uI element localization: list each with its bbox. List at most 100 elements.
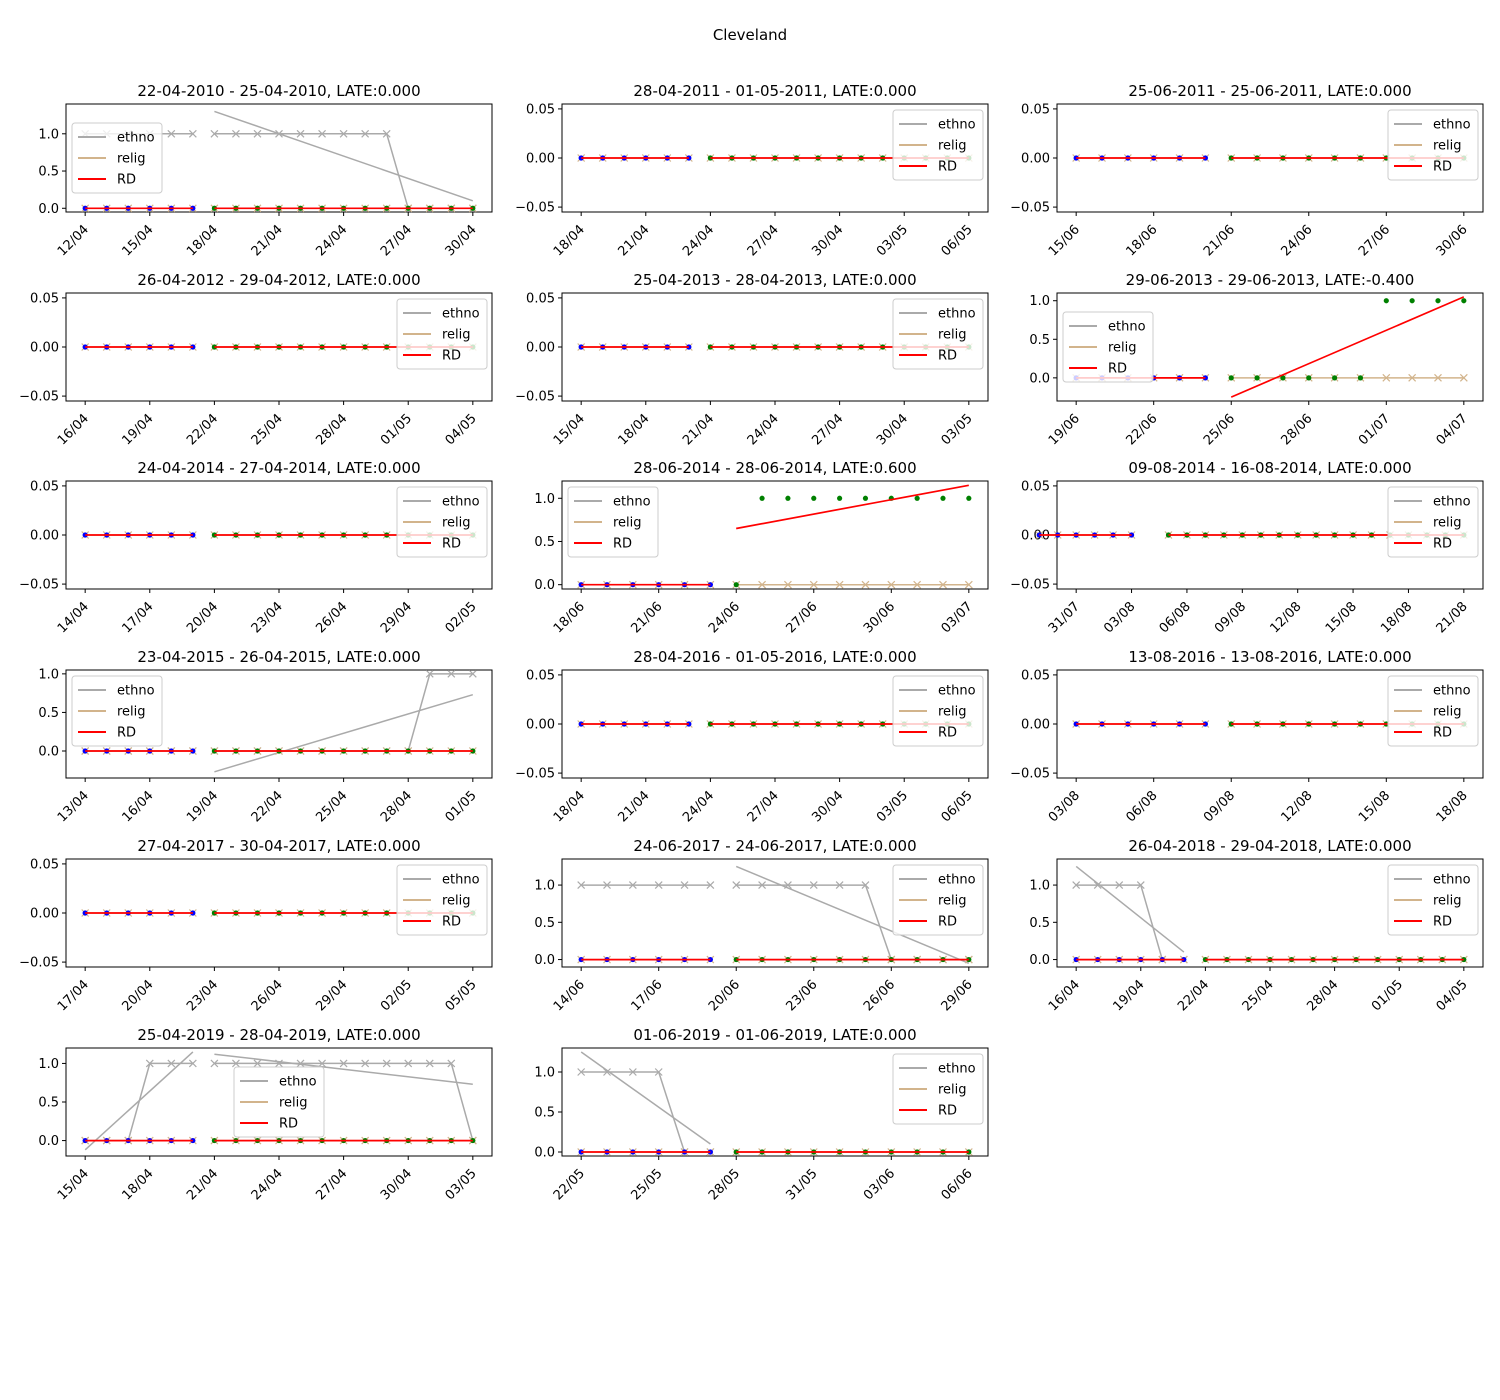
ethno-marker bbox=[1136, 881, 1145, 889]
x-tick-label: 04/05 bbox=[1434, 977, 1471, 1014]
ethno-line-post bbox=[214, 133, 473, 210]
legend-label: relig bbox=[117, 705, 146, 720]
ethno-marker bbox=[1093, 881, 1102, 889]
ethno-marker bbox=[706, 881, 715, 889]
x-tick-label: 03/05 bbox=[443, 1166, 480, 1203]
y-tick-label: 0.05 bbox=[1021, 102, 1050, 117]
legend-label: ethno bbox=[1433, 495, 1471, 510]
ethno-marker bbox=[861, 881, 870, 889]
post-period-point bbox=[1332, 375, 1338, 381]
x-tick-label: 21/04 bbox=[249, 222, 286, 259]
ethno-fit-line bbox=[214, 693, 474, 773]
legend: ethno relig RD bbox=[1062, 311, 1154, 383]
y-tick-label: 0.00 bbox=[1021, 152, 1050, 167]
legend-label: ethno bbox=[442, 873, 480, 888]
y-tick-label: 0.5 bbox=[38, 1096, 59, 1111]
legend-label: relig bbox=[442, 894, 471, 909]
legend-label: ethno bbox=[1433, 118, 1471, 133]
ethno-marker bbox=[447, 669, 456, 678]
x-tick-label: 19/04 bbox=[184, 788, 221, 825]
y-tick-label: 0.0 bbox=[534, 578, 555, 593]
ethno-marker bbox=[468, 669, 477, 678]
x-tick-label: 18/08 bbox=[1434, 788, 1471, 825]
legend-label: RD bbox=[938, 160, 957, 175]
y-tick-label: −0.05 bbox=[19, 956, 59, 971]
pre-period-point bbox=[578, 582, 584, 588]
x-tick-label: 03/05 bbox=[939, 411, 976, 448]
subplot: 25-04-2019 - 28-04-2019, LATE:0.000 15/04… bbox=[38, 1026, 493, 1203]
y-tick-label: 1.0 bbox=[1029, 294, 1050, 309]
x-tick-label: 15/04 bbox=[551, 411, 588, 448]
y-tick-label: 0.05 bbox=[30, 857, 59, 872]
relig-marker bbox=[783, 580, 792, 589]
x-tick-label: 26/04 bbox=[249, 977, 286, 1014]
rd-line-post bbox=[1230, 296, 1465, 398]
ethno-marker bbox=[628, 881, 637, 889]
legend-label: RD bbox=[1433, 537, 1452, 552]
legend: ethno relig RD bbox=[396, 864, 488, 936]
y-tick-label: 0.0 bbox=[38, 202, 59, 217]
legend-box bbox=[892, 864, 984, 936]
legend-box bbox=[1387, 109, 1479, 181]
post-period-point bbox=[470, 748, 476, 754]
legend-label: RD bbox=[938, 915, 957, 930]
ethno-marker bbox=[654, 881, 663, 889]
post-period-point bbox=[862, 495, 869, 501]
ethno-fit-line bbox=[1075, 865, 1185, 953]
post-period-point bbox=[211, 1137, 217, 1144]
y-tick-label: 0.0 bbox=[534, 953, 555, 968]
post-period-point bbox=[837, 495, 843, 501]
x-tick-label: 28/06 bbox=[1278, 411, 1315, 448]
y-tick-label: −0.05 bbox=[515, 390, 555, 405]
ethno-marker bbox=[339, 1059, 348, 1068]
legend: ethno relig RD bbox=[892, 109, 984, 181]
x-tick-label: 20/06 bbox=[706, 977, 743, 1014]
x-tick-label: 06/06 bbox=[939, 1166, 976, 1203]
post-period-point bbox=[785, 495, 791, 501]
x-tick-label: 12/08 bbox=[1267, 599, 1304, 636]
x-tick-label: 03/06 bbox=[861, 1166, 898, 1203]
subplot-title: 24-04-2014 - 27-04-2014, LATE:0.000 bbox=[137, 459, 420, 477]
pre-period-point bbox=[578, 956, 584, 963]
y-tick-label: 0.5 bbox=[534, 916, 555, 931]
x-tick-label: 18/04 bbox=[616, 411, 653, 448]
x-tick-label: 21/08 bbox=[1434, 599, 1471, 636]
y-tick-label: 1.0 bbox=[1029, 879, 1050, 894]
legend-label: RD bbox=[442, 915, 461, 930]
x-tick-label: 24/04 bbox=[313, 222, 350, 259]
subplot-title: 22-04-2010 - 25-04-2010, LATE:0.000 bbox=[137, 82, 420, 100]
x-tick-label: 18/06 bbox=[1123, 222, 1160, 259]
ethno-marker bbox=[425, 669, 434, 678]
ethno-marker bbox=[210, 1059, 219, 1068]
subplot: 27-04-2017 - 30-04-2017, LATE:0.000 17/04… bbox=[19, 837, 493, 1014]
post-period-point bbox=[211, 532, 217, 538]
subplot: 13-08-2016 - 13-08-2016, LATE:0.000 03/08… bbox=[1010, 648, 1484, 825]
x-tick-label: 17/04 bbox=[120, 599, 157, 636]
ethno-marker bbox=[361, 129, 370, 138]
x-tick-label: 30/04 bbox=[443, 222, 480, 259]
x-tick-label: 30/06 bbox=[1434, 222, 1471, 259]
legend-label: ethno bbox=[1108, 320, 1146, 335]
x-tick-label: 23/06 bbox=[783, 977, 820, 1014]
legend-box bbox=[892, 1053, 984, 1125]
legend-label: relig bbox=[442, 516, 471, 531]
subplot: 09-08-2014 - 16-08-2014, LATE:0.000 31/07… bbox=[1010, 459, 1484, 636]
x-tick-label: 05/05 bbox=[443, 977, 480, 1014]
y-tick-label: 0.05 bbox=[526, 668, 555, 683]
x-tick-label: 22/04 bbox=[1175, 977, 1212, 1014]
pre-period-point bbox=[82, 532, 88, 538]
x-tick-label: 21/04 bbox=[616, 222, 653, 259]
ethno-marker bbox=[654, 1068, 663, 1076]
y-tick-label: 0.00 bbox=[526, 718, 555, 733]
y-tick-label: 0.00 bbox=[526, 152, 555, 167]
x-tick-label: 03/08 bbox=[1101, 599, 1138, 636]
post-period-point bbox=[707, 721, 713, 727]
y-tick-label: 0.5 bbox=[1029, 333, 1050, 348]
legend: ethno relig RD bbox=[71, 122, 163, 194]
legend: ethno relig RD bbox=[892, 864, 984, 936]
pre-period-point bbox=[82, 910, 88, 916]
legend-label: ethno bbox=[938, 307, 976, 322]
pre-period-point bbox=[1036, 532, 1042, 538]
axes-frame bbox=[1056, 292, 1484, 402]
relig-marker bbox=[861, 580, 870, 589]
